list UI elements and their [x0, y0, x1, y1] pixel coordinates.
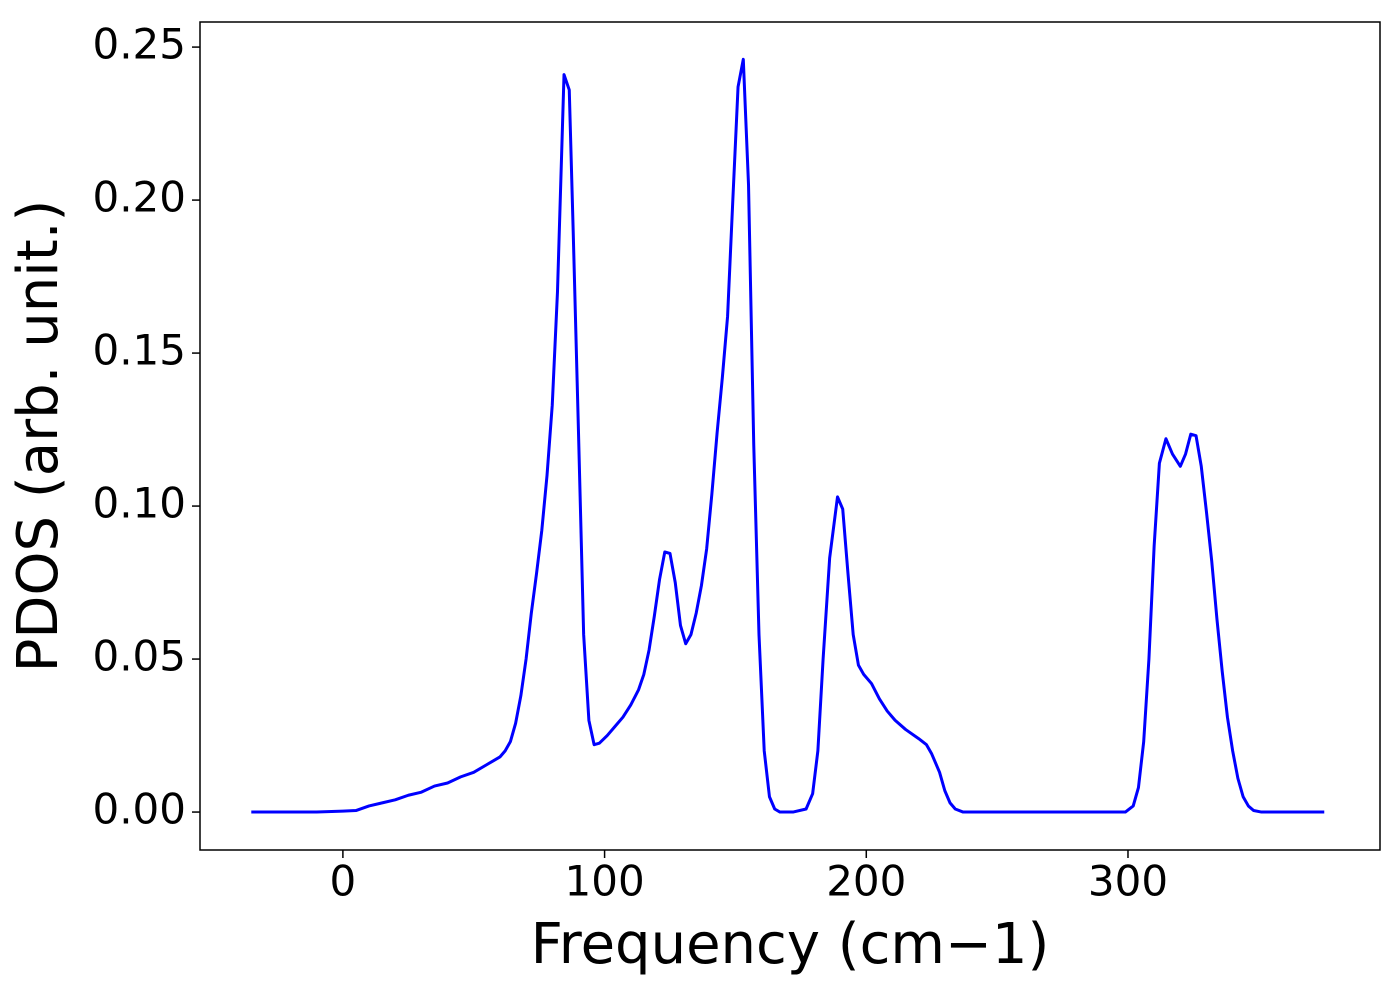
- y-tick-label: 0.25: [92, 20, 186, 69]
- y-tick-label: 0.20: [92, 173, 186, 222]
- y-tick-label: 0.00: [92, 785, 186, 834]
- y-tick-label: 0.15: [92, 326, 186, 375]
- line-series: [251, 57, 1325, 814]
- plot-frame: [199, 21, 1381, 851]
- x-axis-label: Frequency (cm−1): [531, 912, 1050, 977]
- y-axis-label: PDOS (arb. unit.): [6, 200, 71, 673]
- x-tick-label: 300: [1088, 857, 1168, 906]
- x-tick-label: 100: [565, 857, 645, 906]
- y-tick-label: 0.10: [92, 479, 186, 528]
- x-tick-label: 0: [330, 857, 357, 906]
- y-tick-label: 0.05: [92, 632, 186, 681]
- x-tick-label: 200: [826, 857, 906, 906]
